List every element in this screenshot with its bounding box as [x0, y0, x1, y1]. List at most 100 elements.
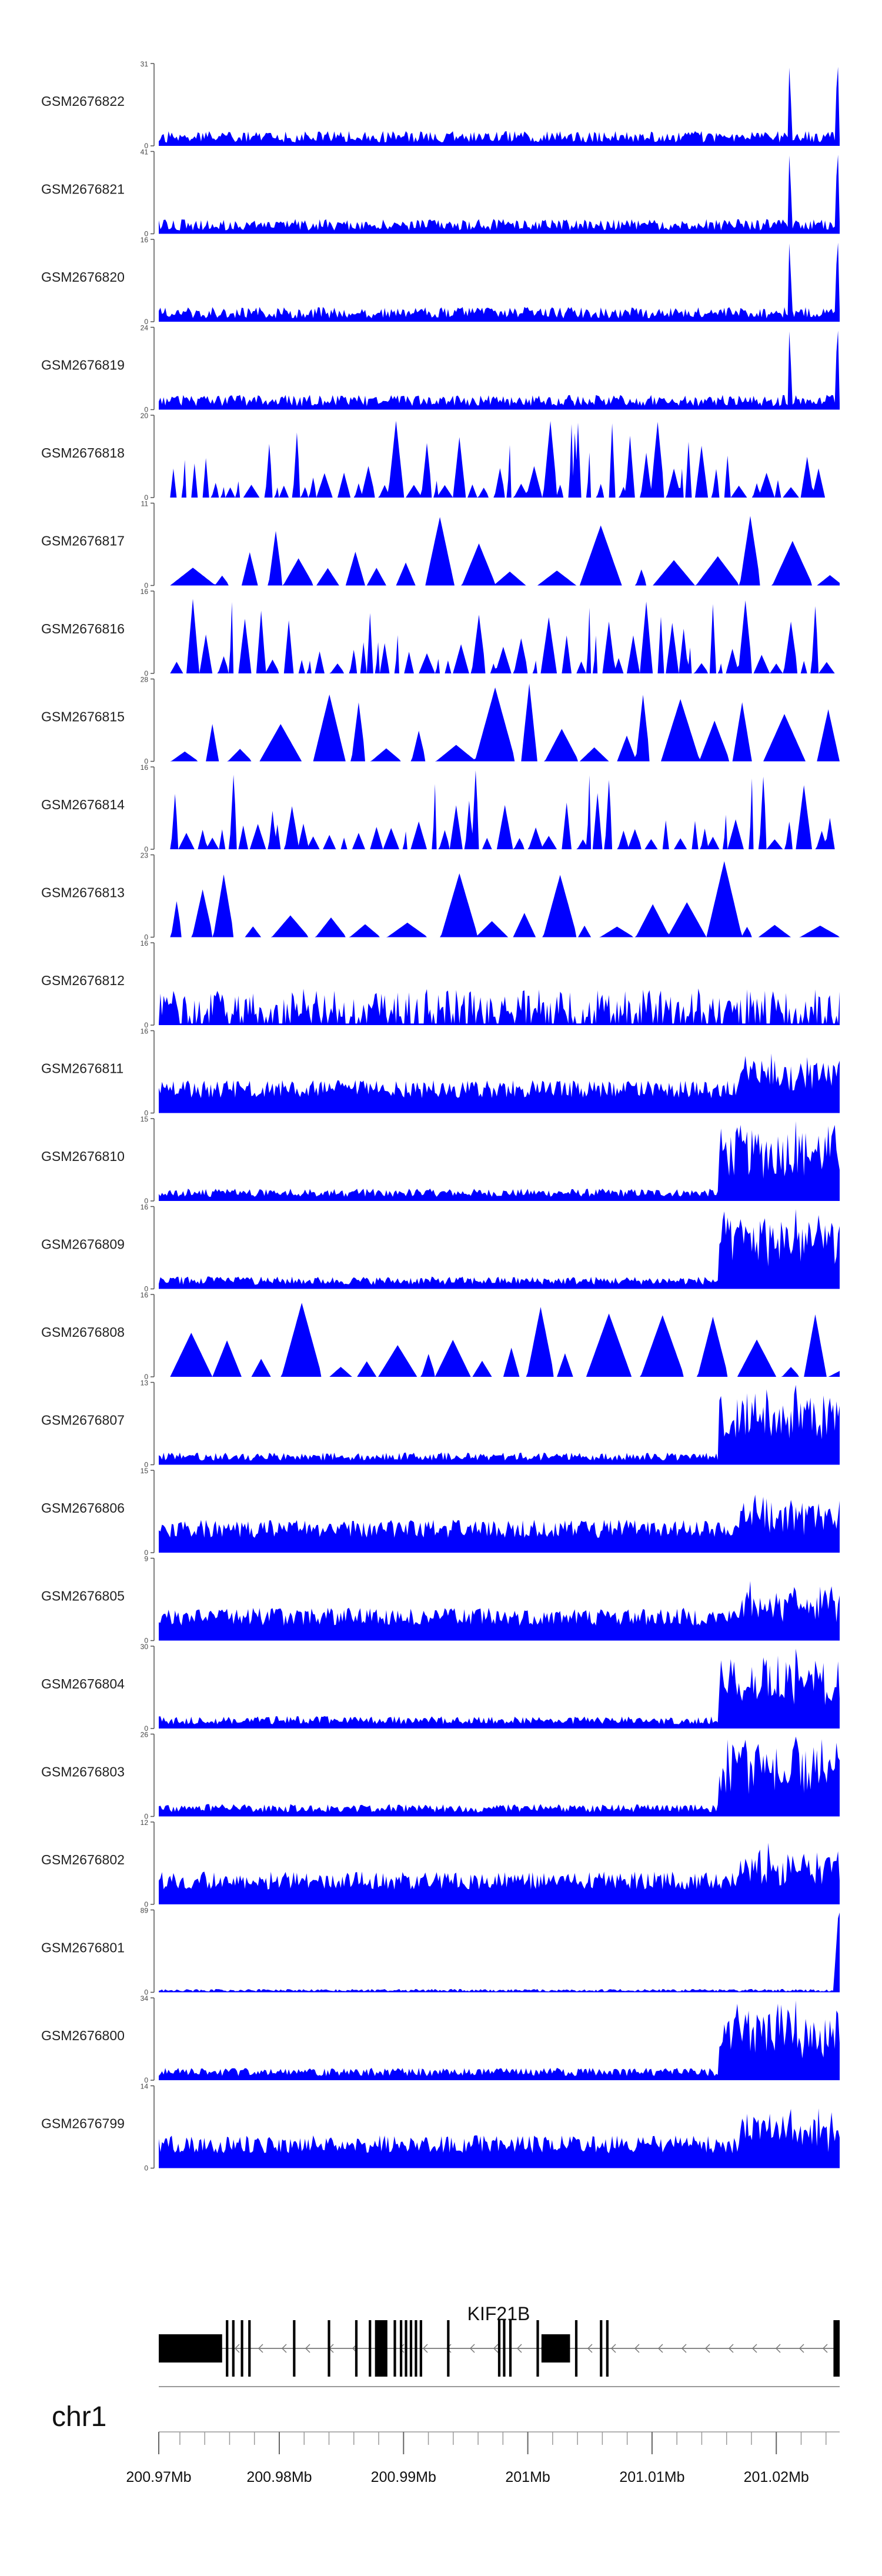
- track-label: GSM2676821: [41, 182, 125, 197]
- y-min-label: 0: [144, 582, 148, 590]
- strand-arrow-icon: [258, 2344, 263, 2353]
- chromosome-label: chr1: [52, 2401, 106, 2432]
- track-label: GSM2676809: [41, 1237, 125, 1252]
- y-max-label: 20: [141, 412, 149, 420]
- strand-arrow-icon: [681, 2344, 687, 2353]
- track-label: GSM2676814: [41, 797, 125, 812]
- strand-arrow-icon: [422, 2344, 428, 2353]
- track-label: GSM2676822: [41, 94, 125, 109]
- track-GSM2676803: GSM2676803 26 0: [41, 1731, 840, 1821]
- y-min-label: 0: [144, 2164, 148, 2173]
- track-GSM2676821: GSM2676821 41 0: [41, 148, 840, 238]
- y-max-label: 30: [141, 1643, 149, 1651]
- axis-tick-label: 201Mb: [505, 2469, 550, 2485]
- exon-block: [355, 2320, 358, 2377]
- track-label: GSM2676802: [41, 1852, 125, 1867]
- track-label: GSM2676803: [41, 1764, 125, 1780]
- track-label: GSM2676816: [41, 621, 125, 636]
- y-max-label: 16: [141, 1291, 149, 1299]
- y-max-label: 9: [144, 1555, 148, 1563]
- track-label: GSM2676818: [41, 445, 125, 461]
- strand-arrow-icon: [728, 2344, 734, 2353]
- track-GSM2676801: GSM2676801 89 0: [41, 1907, 840, 1997]
- exon-block: [419, 2320, 422, 2377]
- strand-arrow-icon: [234, 2344, 240, 2353]
- exon-block: [541, 2334, 570, 2363]
- strand-arrow-icon: [610, 2344, 616, 2353]
- signal-area: [159, 2000, 840, 2080]
- strand-arrow-icon: [822, 2344, 828, 2353]
- exon-block: [409, 2320, 413, 2377]
- signal-area: [159, 1121, 840, 1201]
- strand-arrow-icon: [469, 2344, 475, 2353]
- y-min-label: 0: [144, 2076, 148, 2084]
- track-label: GSM2676801: [41, 1940, 125, 1956]
- signal-area: [159, 1912, 840, 1993]
- exon-block: [497, 2320, 501, 2377]
- track-GSM2676800: GSM2676800 34 0: [41, 1994, 840, 2084]
- exon-block: [248, 2320, 251, 2377]
- y-min-label: 0: [144, 318, 148, 326]
- track-GSM2676811: GSM2676811 16 0: [41, 1027, 840, 1117]
- exon-block: [833, 2320, 840, 2377]
- exon-block: [159, 2334, 222, 2363]
- y-max-label: 24: [141, 324, 149, 332]
- exon-block: [240, 2320, 243, 2377]
- track-GSM2676805: GSM2676805 9 0: [41, 1555, 840, 1645]
- track-label: GSM2676800: [41, 2028, 125, 2043]
- track-GSM2676819: GSM2676819 24 0: [41, 324, 840, 414]
- track-GSM2676808: GSM2676808 16 0: [41, 1291, 840, 1381]
- track-label: GSM2676817: [41, 533, 125, 549]
- strand-arrow-icon: [775, 2344, 781, 2353]
- exon-block: [293, 2320, 296, 2377]
- track-GSM2676813: GSM2676813 23 0: [41, 852, 840, 942]
- track-GSM2676802: GSM2676802 12 0: [41, 1818, 840, 1908]
- signal-area: [159, 988, 840, 1025]
- signal-area: [159, 155, 840, 234]
- track-label: GSM2676804: [41, 1676, 125, 1691]
- signal-area: [159, 242, 840, 322]
- y-min-label: 0: [144, 845, 148, 853]
- track-label: GSM2676815: [41, 709, 125, 725]
- track-GSM2676822: GSM2676822 31 0: [41, 60, 840, 150]
- axis-tick-label: 200.98Mb: [246, 2469, 312, 2485]
- y-min-label: 0: [144, 1021, 148, 1029]
- genome-axis: chr1 200.97Mb 200.98Mb 200.99Mb 201Mb 201.01…: [52, 2386, 840, 2485]
- y-min-label: 0: [144, 1637, 148, 1645]
- y-min-label: 0: [144, 1988, 148, 1997]
- y-max-label: 16: [141, 939, 149, 947]
- y-max-label: 23: [141, 852, 149, 860]
- y-min-label: 0: [144, 1549, 148, 1557]
- signal-area: [159, 1736, 840, 1817]
- strand-arrow-icon: [516, 2344, 522, 2353]
- track-GSM2676815: GSM2676815 28 0: [41, 676, 840, 766]
- y-max-label: 41: [141, 148, 149, 156]
- exon-block: [447, 2320, 450, 2377]
- y-min-label: 0: [144, 1109, 148, 1117]
- track-GSM2676799: GSM2676799 14 0: [41, 2083, 840, 2173]
- y-min-label: 0: [144, 1461, 148, 1469]
- exon-block: [415, 2320, 417, 2377]
- strand-arrow-icon: [704, 2344, 710, 2353]
- track-label: GSM2676812: [41, 973, 125, 988]
- track-label: GSM2676813: [41, 885, 125, 900]
- track-label: GSM2676807: [41, 1413, 125, 1428]
- exon-block: [393, 2320, 396, 2377]
- y-max-label: 16: [141, 588, 149, 596]
- y-max-label: 89: [141, 1907, 149, 1915]
- y-min-label: 0: [144, 406, 148, 414]
- track-GSM2676804: GSM2676804 30 0: [41, 1643, 840, 1733]
- y-min-label: 0: [144, 1197, 148, 1205]
- track-GSM2676810: GSM2676810 15 0: [41, 1115, 840, 1205]
- y-max-label: 16: [141, 1203, 149, 1212]
- track-label: GSM2676806: [41, 1500, 125, 1516]
- strand-arrow-icon: [587, 2344, 593, 2353]
- y-min-label: 0: [144, 758, 148, 766]
- y-max-label: 16: [141, 763, 149, 772]
- strand-arrow-icon: [446, 2344, 452, 2353]
- y-max-label: 11: [141, 500, 149, 508]
- y-min-label: 0: [144, 493, 148, 502]
- track-GSM2676812: GSM2676812 16 0: [41, 939, 840, 1029]
- exon-block: [399, 2320, 403, 2377]
